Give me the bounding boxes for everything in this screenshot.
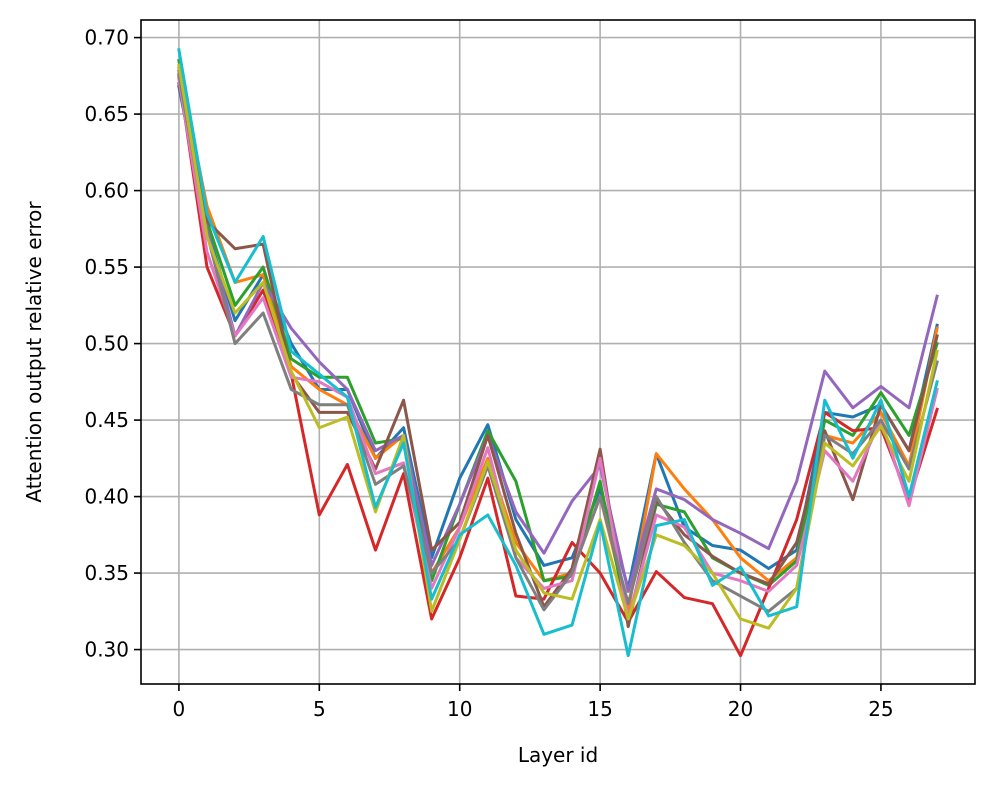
x-axis-label: Layer id [518,743,598,767]
y-tick-label: 0.45 [84,408,129,432]
x-tick-label: 0 [173,697,186,721]
series-line-6 [177,81,939,629]
y-tick-label: 0.35 [84,561,129,585]
y-axis-label: Attention output relative error [22,201,46,503]
series-line-9 [177,63,939,630]
y-tick-label: 0.70 [84,26,129,50]
x-tick-label: 15 [587,697,612,721]
plot-frame [140,19,976,685]
series-line-7 [177,77,939,621]
axis-ticks: 0 5 10 15 20 25 0.30 0.35 0.40 0.45 0.50 0.55 0.60 0.… [84,26,893,721]
x-tick-label: 25 [868,697,893,721]
x-tick-label: 20 [728,697,753,721]
x-tick-label: 10 [447,697,472,721]
x-tick-label: 5 [313,697,326,721]
series-line-3 [177,58,939,624]
series-line-5 [177,69,939,593]
y-tick-label: 0.60 [84,179,129,203]
series-line-10 [177,48,939,658]
series-line-4 [177,74,939,658]
y-tick-label: 0.65 [84,102,129,126]
y-tick-label: 0.40 [84,485,129,509]
y-tick-label: 0.55 [84,255,129,279]
series-lines [177,48,939,658]
y-tick-label: 0.50 [84,332,129,356]
series-line-1 [177,84,939,590]
y-tick-label: 0.30 [84,638,129,662]
